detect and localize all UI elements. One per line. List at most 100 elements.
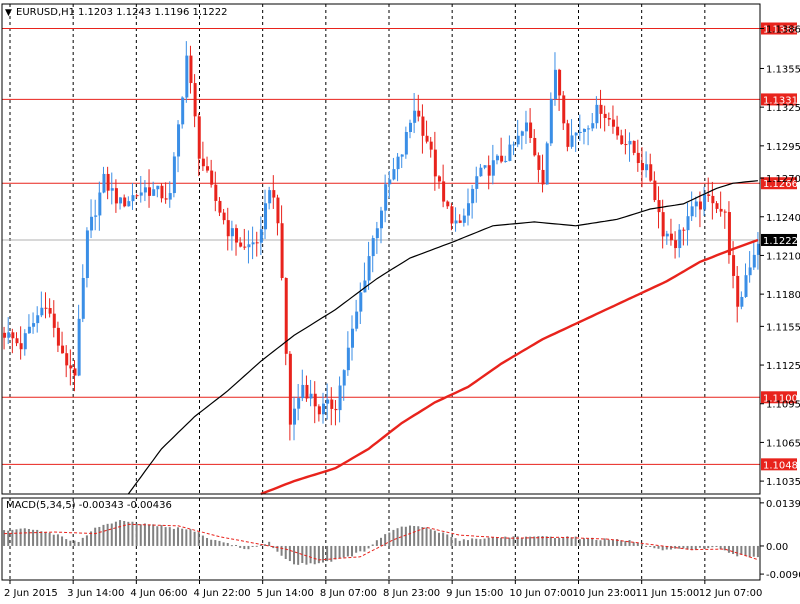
y-tick-label: 1.1065: [766, 438, 800, 449]
bull-candle: [342, 370, 346, 386]
bull-candle: [90, 216, 94, 231]
macd-histogram-bar: [636, 542, 639, 546]
bull-candle: [172, 156, 176, 194]
bull-candle: [94, 215, 98, 217]
bear-candle: [73, 368, 77, 376]
bear-candle: [3, 332, 7, 338]
bull-candle: [479, 167, 483, 177]
macd-histogram-bar: [553, 537, 556, 546]
macd-histogram-bar: [15, 529, 18, 546]
macd-histogram-bar: [719, 545, 722, 550]
y-tick-label: 1.1095: [766, 400, 800, 411]
macd-histogram-bar: [3, 530, 6, 546]
macd-histogram-bar: [756, 545, 759, 558]
bear-candle: [487, 165, 491, 176]
bull-candle: [475, 176, 479, 189]
bull-candle: [177, 124, 181, 157]
y-tick-label: 1.1210: [766, 251, 800, 262]
macd-histogram-bar: [570, 537, 573, 546]
macd-histogram-bar: [500, 537, 503, 546]
y-tick-label: 1.1155: [766, 322, 800, 333]
bull-candle: [371, 238, 375, 257]
macd-histogram-bar: [396, 528, 399, 546]
macd-histogram-bar: [562, 537, 565, 546]
macd-histogram-bar: [723, 545, 726, 551]
bull-candle: [678, 229, 682, 249]
bear-candle: [15, 338, 19, 344]
macd-histogram-bar: [408, 525, 411, 546]
macd-histogram-bar: [367, 545, 370, 549]
bear-candle: [450, 206, 454, 224]
bull-candle: [102, 173, 106, 193]
x-tick-label: 8 Jun 23:00: [383, 588, 440, 599]
level-price-tag: [761, 177, 797, 190]
y-tick-label: 1.1035: [766, 477, 800, 488]
macd-histogram-bar: [504, 536, 507, 546]
macd-histogram-bar: [293, 545, 296, 565]
macd-histogram-bar: [582, 538, 585, 546]
macd-histogram-bar: [425, 527, 428, 546]
bull-candle: [582, 129, 586, 132]
bear-candle: [562, 95, 566, 124]
bear-candle: [558, 69, 562, 96]
macd-histogram-bar: [143, 523, 146, 546]
level-price-tag: [761, 391, 797, 404]
macd-histogram-bar: [239, 545, 242, 548]
bull-candle: [309, 393, 313, 399]
macd-signal-line: [4, 523, 759, 561]
bull-candle: [524, 122, 528, 132]
macd-histogram-bar: [131, 521, 134, 546]
bear-candle: [529, 122, 533, 138]
macd-histogram-bar: [446, 534, 449, 546]
current-price-text: 1.1222: [763, 236, 798, 247]
macd-histogram-bar: [177, 527, 180, 546]
macd-histogram-bar: [454, 538, 457, 546]
bear-candle: [189, 55, 193, 84]
bull-candle: [131, 195, 135, 202]
macd-histogram-bar: [674, 545, 677, 549]
bull-candle: [322, 403, 326, 415]
macd-panel: [3, 520, 759, 565]
level-price-text: 1.1048: [763, 460, 798, 471]
level-price-text: 1.1100: [763, 393, 798, 404]
bull-candle: [247, 244, 251, 248]
bear-candle: [334, 408, 338, 411]
bull-candle: [396, 156, 400, 170]
macd-histogram-bar: [450, 537, 453, 546]
ma-fast-line: [127, 180, 758, 495]
bear-candle: [276, 197, 280, 224]
macd-histogram-bar: [326, 545, 329, 562]
macd-histogram-bar: [338, 545, 341, 559]
dropdown-arrow-icon[interactable]: ▼: [5, 8, 12, 18]
bull-candle: [81, 277, 85, 319]
macd-histogram-bar: [334, 545, 337, 560]
bull-candle: [587, 128, 591, 130]
macd-histogram-bar: [152, 524, 155, 546]
bear-candle: [197, 116, 201, 159]
macd-histogram-bar: [703, 545, 706, 549]
macd-histogram-bar: [185, 529, 188, 546]
bear-candle: [417, 110, 421, 117]
bull-candle: [462, 215, 466, 223]
bull-candle: [110, 188, 114, 191]
macd-histogram-bar: [632, 542, 635, 546]
macd-histogram-bar: [404, 526, 407, 546]
bull-candle: [400, 154, 404, 157]
bear-candle: [674, 240, 678, 249]
macd-histogram-bar: [736, 545, 739, 557]
macd-histogram-bar: [355, 545, 358, 553]
macd-histogram-bar: [156, 526, 159, 546]
macd-histogram-bar: [73, 540, 76, 546]
bull-candle: [363, 280, 367, 293]
bear-candle: [433, 149, 437, 177]
bear-candle: [160, 185, 164, 199]
macd-label: MACD(5,34,5) -0.00343 -0.00436: [6, 500, 172, 511]
macd-histogram-bar: [529, 536, 532, 546]
macd-histogram-bar: [193, 531, 196, 546]
macd-histogram-bar: [123, 520, 126, 546]
bull-candle: [139, 192, 143, 196]
y-tick-label: 1.1270: [766, 174, 800, 185]
macd-histogram-bar: [620, 540, 623, 546]
bull-candle: [549, 98, 553, 144]
